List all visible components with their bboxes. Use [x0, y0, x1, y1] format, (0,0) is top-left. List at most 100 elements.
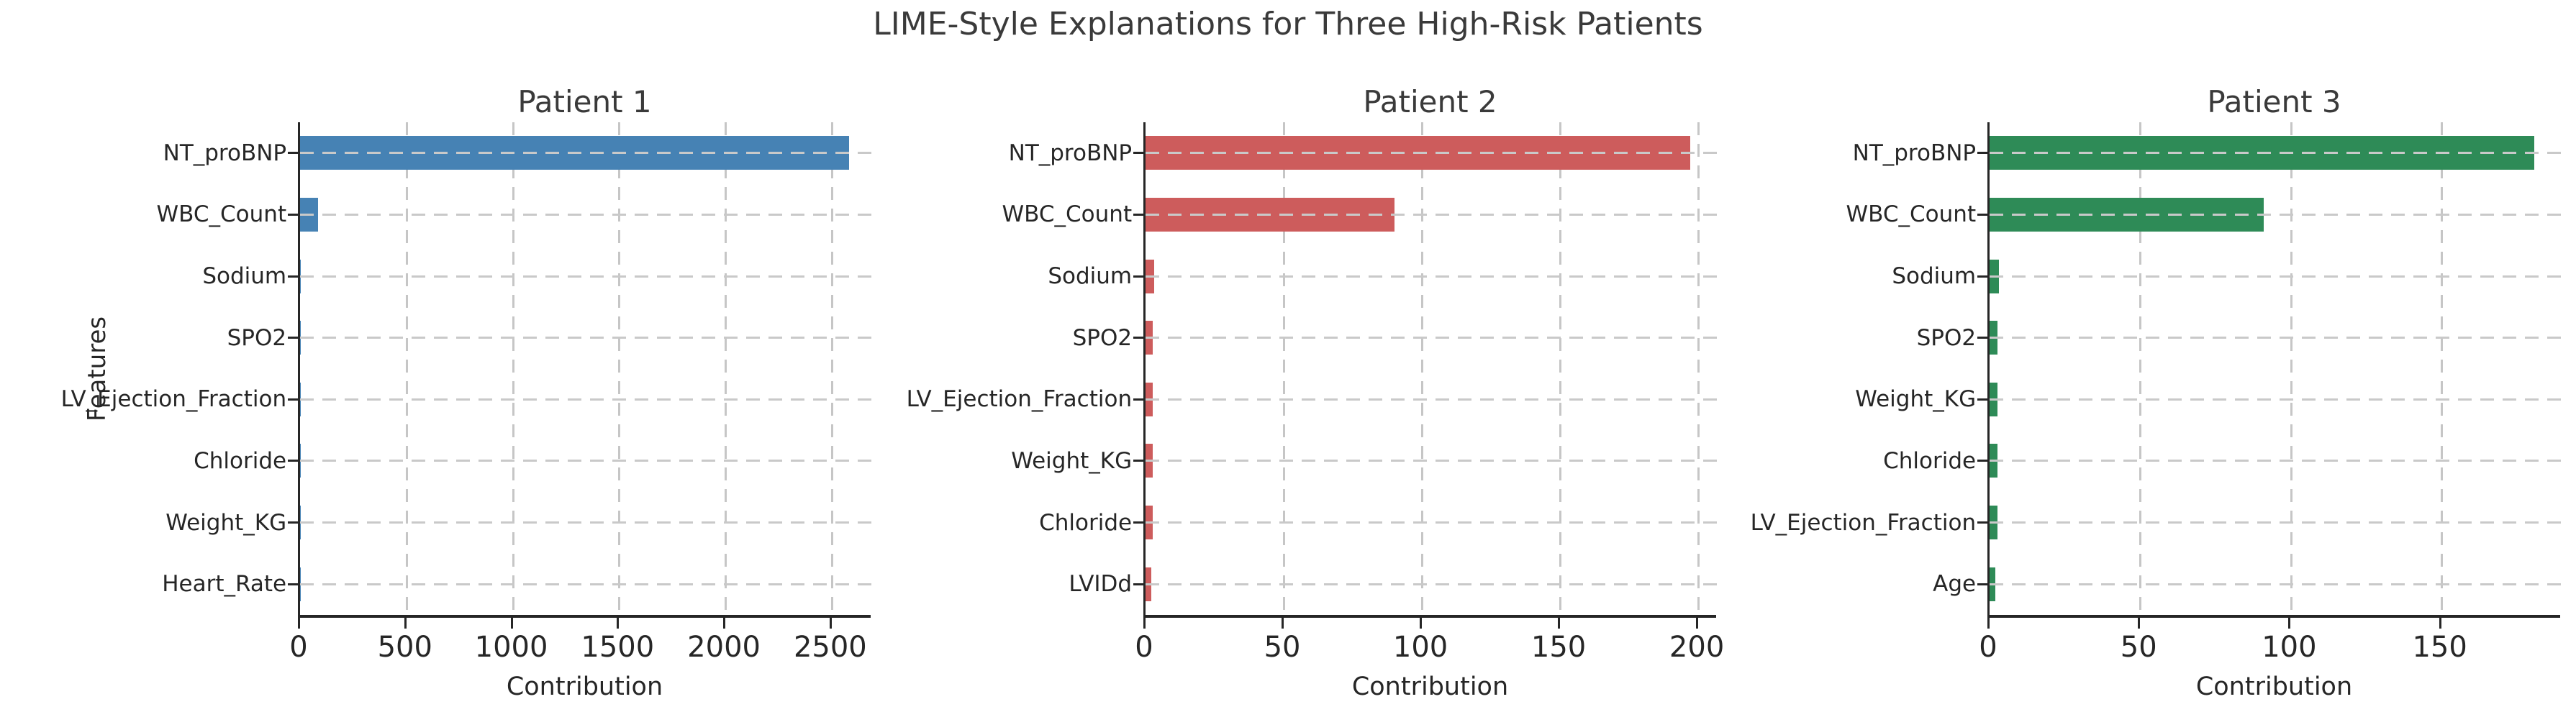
h-gridline-LVIDd — [1146, 583, 1718, 585]
plot-area-patient-3 — [1977, 122, 2562, 618]
h-gridline-LV_Ejection_Fraction — [1146, 398, 1718, 401]
y-tick-mark-Chloride — [1133, 521, 1144, 524]
panel-patient-2: Patient 2 NT_proBNP WBC_Count Sodium SPO2 LV_… — [903, 72, 1725, 701]
y-tick-mark-Weight_KG — [288, 521, 299, 524]
v-gridline-2500 — [830, 122, 833, 615]
v-gridline-50 — [1283, 122, 1286, 615]
y-tick-labels-patient-1: NT_proBNP WBC_Count Sodium SPO2 LV_Ejection_… — [58, 122, 298, 618]
y-tick-mark-LV_Ejection_Fraction — [1133, 398, 1144, 401]
h-gridline-Chloride — [1146, 521, 1718, 524]
x-tick-mark-200 — [1696, 618, 1699, 629]
y-tick-label-Age: Age — [1933, 571, 1977, 598]
y-tick-mark-SPO2 — [1133, 337, 1144, 339]
y-tick-mark-NT_proBNP — [1133, 152, 1144, 155]
y-tick-mark-Weight_KG — [1133, 460, 1144, 462]
x-axis-patient-1: 0 500 1000 1500 2000 2500 — [289, 618, 871, 668]
panel-patient-1: Patient 1 NT_proBNP WBC_Count Sodium SPO2 LV_… — [58, 72, 873, 701]
y-tick-mark-Sodium — [1977, 275, 1988, 278]
y-tick-mark-NT_proBNP — [288, 152, 299, 155]
h-gridline-Sodium — [1990, 275, 2562, 278]
h-gridline-LV_Ejection_Fraction — [300, 398, 873, 401]
y-tick-mark-Weight_KG — [1977, 398, 1988, 401]
x-tick-label-2500: 2500 — [793, 631, 867, 664]
x-tick-label-2000: 2000 — [687, 631, 761, 664]
y-tick-mark-NT_proBNP — [1977, 152, 1988, 155]
y-tick-label-Sodium: Sodium — [1892, 263, 1977, 290]
y-tick-label-NT_proBNP: NT_proBNP — [1852, 140, 1977, 166]
h-gridline-WBC_Count — [1146, 213, 1718, 216]
h-gridline-LV_Ejection_Fraction — [1990, 521, 2562, 524]
panel-title-patient-1: Patient 1 — [517, 84, 652, 119]
x-axis-patient-2: 0 50 100 150 200 — [1135, 618, 1724, 668]
y-tick-label-Sodium: Sodium — [202, 263, 287, 290]
figure-suptitle: LIME-Style Explanations for Three High-R… — [873, 6, 1703, 42]
h-gridline-Weight_KG — [1146, 460, 1718, 462]
x-tick-mark-2500 — [829, 618, 832, 629]
y-tick-label-NT_proBNP: NT_proBNP — [163, 140, 287, 166]
h-gridline-SPO2 — [1146, 337, 1718, 339]
v-gridline-2000 — [725, 122, 727, 615]
h-gridline-Sodium — [300, 275, 873, 278]
y-tick-mark-Chloride — [288, 460, 299, 462]
y-tick-label-Weight_KG: Weight_KG — [1855, 386, 1977, 413]
x-tick-mark-0 — [298, 618, 300, 629]
panel-title-patient-3: Patient 3 — [2207, 84, 2341, 119]
x-tick-mark-100 — [2288, 618, 2291, 629]
y-tick-label-LV_Ejection_Fraction: LV_Ejection_Fraction — [1750, 509, 1977, 536]
x-tick-label-150: 150 — [1530, 631, 1587, 664]
x-tick-label-50: 50 — [2120, 631, 2157, 664]
y-tick-mark-WBC_Count — [288, 213, 299, 216]
y-tick-labels-patient-2: NT_proBNP WBC_Count Sodium SPO2 LV_Ejection_… — [903, 122, 1143, 618]
panel-patient-3: Patient 3 NT_proBNP WBC_Count Sodium SPO2 Wei… — [1747, 72, 2562, 701]
y-tick-label-WBC_Count: WBC_Count — [156, 201, 287, 228]
y-tick-label-LVIDd: LVIDd — [1069, 571, 1133, 598]
y-tick-mark-WBC_Count — [1977, 213, 1988, 216]
v-gridline-150 — [1559, 122, 1562, 615]
x-tick-label-1500: 1500 — [581, 631, 655, 664]
x-tick-label-1000: 1000 — [474, 631, 548, 664]
x-tick-label-0: 0 — [289, 631, 308, 664]
x-tick-mark-100 — [1420, 618, 1423, 629]
x-tick-label-500: 500 — [377, 631, 432, 664]
x-axis-patient-3: 0 50 100 150 — [1979, 618, 2560, 668]
v-gridline-50 — [2139, 122, 2142, 615]
h-gridline-Age — [1990, 583, 2562, 585]
x-axis-label-patient-2: Contribution — [1351, 672, 1509, 701]
plot-row-patient-1: NT_proBNP WBC_Count Sodium SPO2 LV_Ejection_… — [58, 122, 873, 618]
h-gridline-Heart_Rate — [300, 583, 873, 585]
h-gridline-Weight_KG — [300, 521, 873, 524]
y-tick-label-SPO2: SPO2 — [1916, 324, 1977, 351]
y-tick-label-Weight_KG: Weight_KG — [1011, 447, 1133, 474]
v-gridline-1000 — [512, 122, 514, 615]
y-tick-mark-LVIDd — [1133, 583, 1144, 585]
plot-area-patient-1 — [288, 122, 873, 618]
plot-area-patient-2 — [1133, 122, 1718, 618]
x-tick-mark-0 — [1987, 618, 1990, 629]
y-tick-label-Weight_KG: Weight_KG — [165, 509, 287, 536]
h-gridline-SPO2 — [300, 337, 873, 339]
x-tick-label-50: 50 — [1264, 631, 1301, 664]
y-tick-label-WBC_Count: WBC_Count — [1002, 201, 1133, 228]
x-tick-label-0: 0 — [1979, 631, 1997, 664]
h-gridline-NT_proBNP — [1990, 152, 2562, 155]
h-gridline-NT_proBNP — [300, 152, 873, 155]
x-tick-label-0: 0 — [1135, 631, 1153, 664]
v-gridline-200 — [1697, 122, 1700, 615]
h-gridline-Sodium — [1146, 275, 1718, 278]
y-tick-mark-LV_Ejection_Fraction — [288, 398, 299, 401]
y-tick-mark-SPO2 — [1977, 337, 1988, 339]
h-gridline-Weight_KG — [1990, 398, 2562, 401]
y-tick-label-Chloride: Chloride — [194, 447, 287, 474]
y-tick-label-SPO2: SPO2 — [1072, 324, 1133, 351]
h-gridline-NT_proBNP — [1146, 152, 1718, 155]
h-gridline-Chloride — [1990, 460, 2562, 462]
h-gridline-WBC_Count — [300, 213, 873, 216]
plot-row-patient-2: NT_proBNP WBC_Count Sodium SPO2 LV_Ejection_… — [903, 122, 1718, 618]
y-tick-mark-Chloride — [1977, 460, 1988, 462]
x-tick-mark-1500 — [617, 618, 620, 629]
v-gridline-150 — [2440, 122, 2443, 615]
panel-title-patient-2: Patient 2 — [1363, 84, 1497, 119]
y-tick-label-NT_proBNP: NT_proBNP — [1008, 140, 1133, 166]
v-gridline-100 — [1421, 122, 1424, 615]
v-gridline-500 — [405, 122, 408, 615]
